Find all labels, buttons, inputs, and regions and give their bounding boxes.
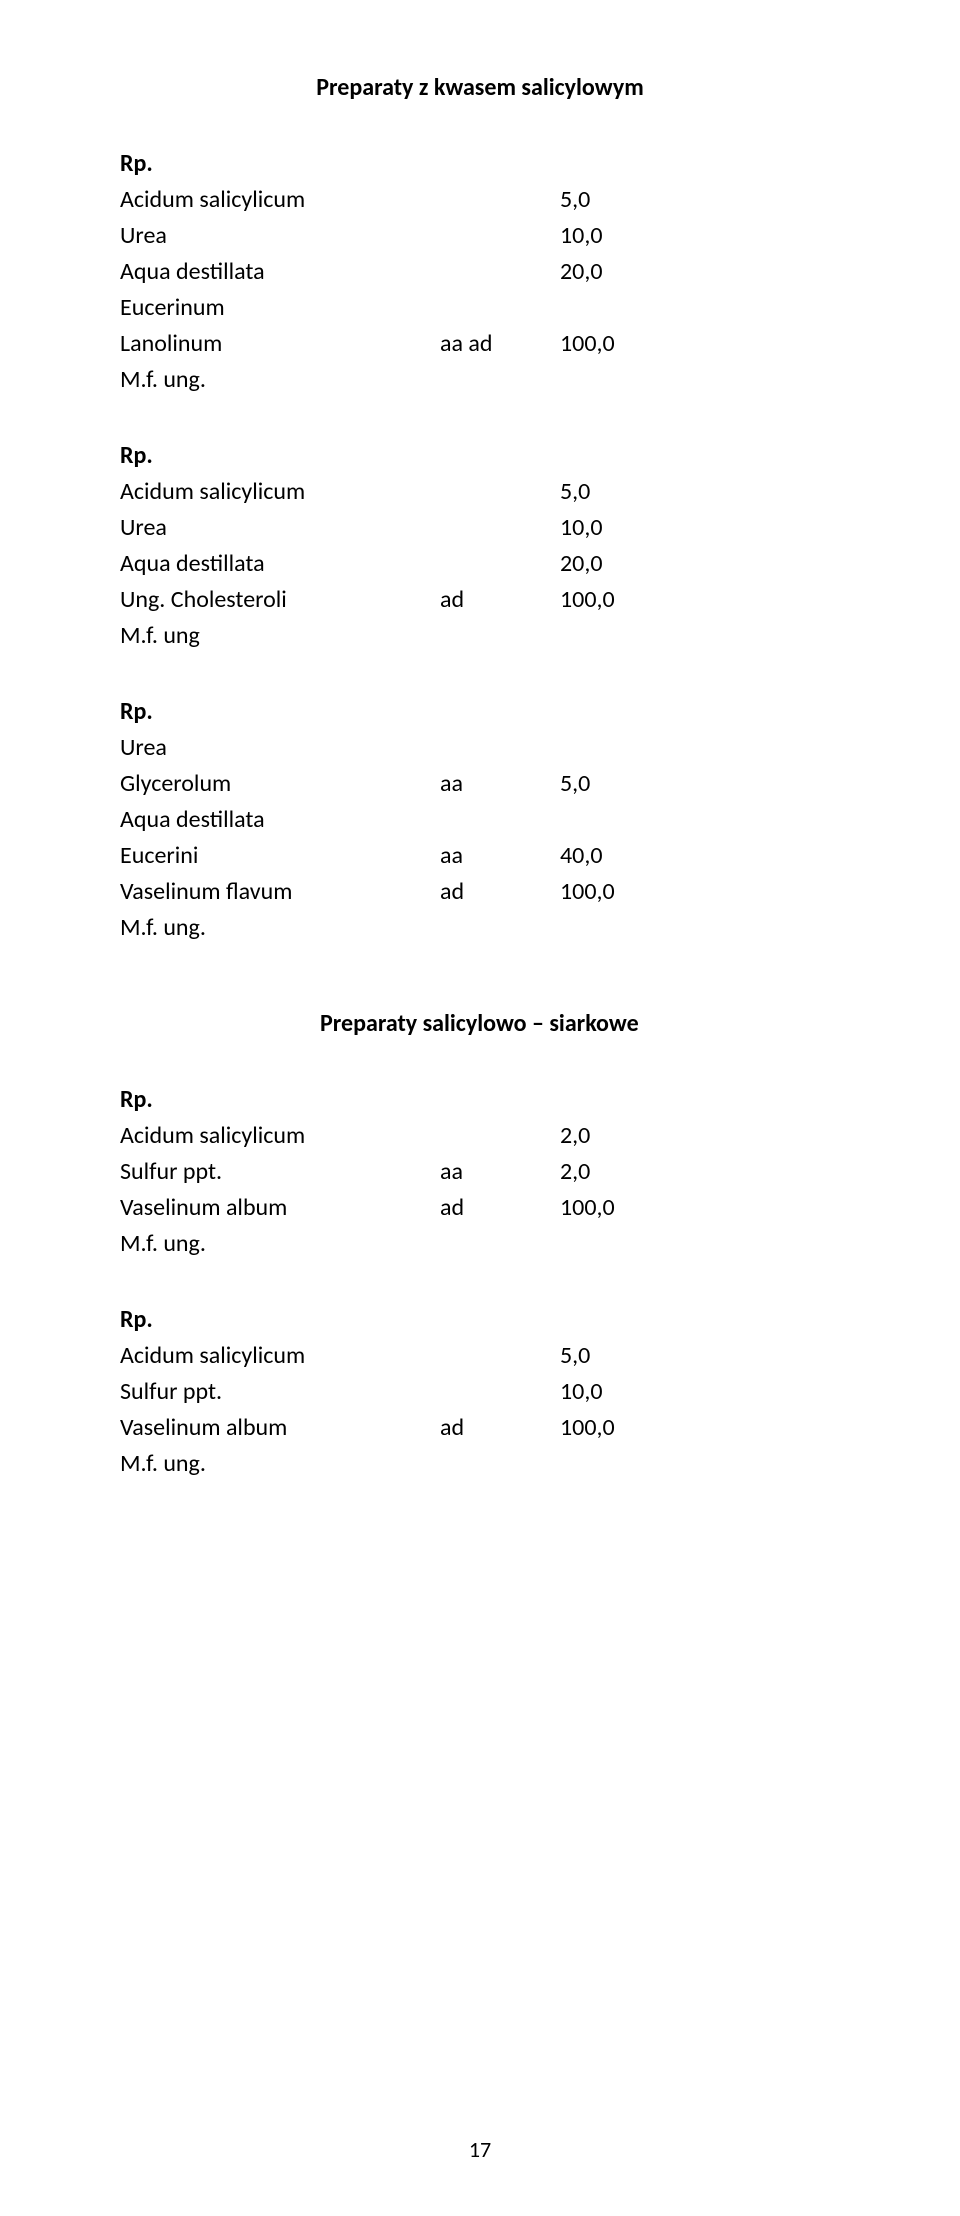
rx-line: Aqua destillata 20,0: [120, 546, 840, 582]
ingredient-name: Glycerolum: [120, 766, 440, 802]
ingredient-name: Lanolinum: [120, 326, 440, 362]
ingredient-name: Urea: [120, 510, 440, 546]
ingredient-value: 2,0: [560, 1154, 660, 1190]
ingredient-name: Urea: [120, 730, 440, 766]
rx-line: Eucerini aa 40,0: [120, 838, 840, 874]
ingredient-name: Sulfur ppt.: [120, 1374, 440, 1410]
ingredient-name: Aqua destillata: [120, 546, 440, 582]
rp-label: Rp.: [120, 694, 840, 730]
rx-line: Acidum salicylicum 5,0: [120, 474, 840, 510]
prescription-block: Rp. Acidum salicylicum 2,0 Sulfur ppt. a…: [120, 1082, 840, 1262]
ingredient-value: 5,0: [560, 766, 660, 802]
ingredient-qualifier: ad: [440, 1410, 560, 1446]
prescription-block: Rp. Acidum salicylicum 5,0 Urea 10,0 Aqu…: [120, 146, 840, 398]
mf-line: M.f. ung: [120, 618, 840, 654]
rx-line: Glycerolum aa 5,0: [120, 766, 840, 802]
ingredient-name: Ung. Cholesteroli: [120, 582, 440, 618]
ingredient-name: Sulfur ppt.: [120, 1154, 440, 1190]
prescription-block: Rp. Urea Glycerolum aa 5,0 Aqua destilla…: [120, 694, 840, 946]
mf-line: M.f. ung.: [120, 1446, 840, 1482]
ingredient-value: 100,0: [560, 874, 660, 910]
ingredient-name: Aqua destillata: [120, 254, 440, 290]
ingredient-qualifier: aa ad: [440, 326, 560, 362]
ingredient-name: Eucerini: [120, 838, 440, 874]
ingredient-qualifier: ad: [440, 582, 560, 618]
ingredient-value: 100,0: [560, 326, 660, 362]
rx-line: Acidum salicylicum 5,0: [120, 182, 840, 218]
mf-line: M.f. ung.: [120, 362, 840, 398]
rx-line: Lanolinum aa ad 100,0: [120, 326, 840, 362]
ingredient-qualifier: ad: [440, 1190, 560, 1226]
section-title-1: Preparaty z kwasem salicylowym: [120, 70, 840, 106]
ingredient-value: 100,0: [560, 1190, 660, 1226]
ingredient-name: Eucerinum: [120, 290, 440, 326]
rx-line: Sulfur ppt. aa 2,0: [120, 1154, 840, 1190]
page-number: 17: [0, 2133, 960, 2166]
ingredient-value: 5,0: [560, 1338, 660, 1374]
ingredient-value: 20,0: [560, 546, 660, 582]
prescription-block: Rp. Acidum salicylicum 5,0 Urea 10,0 Aqu…: [120, 438, 840, 654]
ingredient-name: Acidum salicylicum: [120, 474, 440, 510]
ingredient-name: Vaselinum album: [120, 1190, 440, 1226]
mf-line: M.f. ung.: [120, 1226, 840, 1262]
rx-line: Urea 10,0: [120, 218, 840, 254]
ingredient-value: 10,0: [560, 1374, 660, 1410]
ingredient-name: Vaselinum flavum: [120, 874, 440, 910]
ingredient-value: 100,0: [560, 1410, 660, 1446]
ingredient-qualifier: aa: [440, 838, 560, 874]
rx-line: Eucerinum: [120, 290, 840, 326]
ingredient-name: Urea: [120, 218, 440, 254]
ingredient-value: 5,0: [560, 182, 660, 218]
rx-line: Urea: [120, 730, 840, 766]
ingredient-value: 10,0: [560, 510, 660, 546]
ingredient-qualifier: aa: [440, 1154, 560, 1190]
ingredient-name: Acidum salicylicum: [120, 182, 440, 218]
rx-line: Sulfur ppt. 10,0: [120, 1374, 840, 1410]
ingredient-value: 5,0: [560, 474, 660, 510]
ingredient-value: 10,0: [560, 218, 660, 254]
ingredient-name: Acidum salicylicum: [120, 1118, 440, 1154]
rp-label: Rp.: [120, 146, 840, 182]
ingredient-value: 2,0: [560, 1118, 660, 1154]
ingredient-value: 40,0: [560, 838, 660, 874]
ingredient-value: 100,0: [560, 582, 660, 618]
rp-label: Rp.: [120, 438, 840, 474]
ingredient-name: Vaselinum album: [120, 1410, 440, 1446]
prescription-block: Rp. Acidum salicylicum 5,0 Sulfur ppt. 1…: [120, 1302, 840, 1482]
rx-line: Aqua destillata 20,0: [120, 254, 840, 290]
rx-line: Urea 10,0: [120, 510, 840, 546]
rx-line: Vaselinum album ad 100,0: [120, 1190, 840, 1226]
ingredient-value: 20,0: [560, 254, 660, 290]
rp-label: Rp.: [120, 1082, 840, 1118]
ingredient-name: Aqua destillata: [120, 802, 440, 838]
ingredient-qualifier: aa: [440, 766, 560, 802]
rp-label: Rp.: [120, 1302, 840, 1338]
rx-line: Acidum salicylicum 2,0: [120, 1118, 840, 1154]
mf-line: M.f. ung.: [120, 910, 840, 946]
ingredient-name: Acidum salicylicum: [120, 1338, 440, 1374]
ingredient-qualifier: ad: [440, 874, 560, 910]
rx-line: Vaselinum album ad 100,0: [120, 1410, 840, 1446]
rx-line: Vaselinum flavum ad 100,0: [120, 874, 840, 910]
rx-line: Aqua destillata: [120, 802, 840, 838]
section-title-2: Preparaty salicylowo – siarkowe: [120, 1006, 840, 1042]
rx-line: Ung. Cholesteroli ad 100,0: [120, 582, 840, 618]
rx-line: Acidum salicylicum 5,0: [120, 1338, 840, 1374]
